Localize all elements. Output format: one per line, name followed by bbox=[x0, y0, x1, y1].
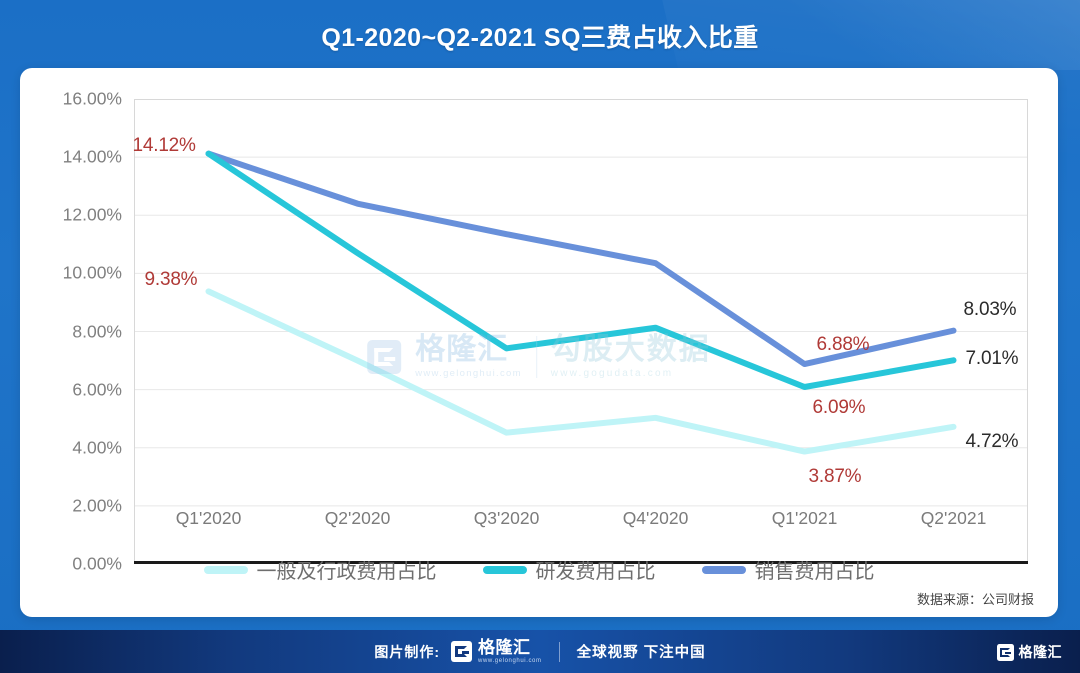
line-chart-svg bbox=[134, 99, 1028, 564]
y-axis-tick-label: 16.00% bbox=[62, 88, 122, 109]
y-axis-tick-label: 8.00% bbox=[72, 321, 122, 341]
legend-label: 销售费用占比 bbox=[754, 561, 875, 583]
data-point-label: 6.09% bbox=[812, 397, 866, 418]
y-axis-tick-label: 2.00% bbox=[72, 495, 122, 516]
source-note: 数据来源：公司财报 bbox=[916, 592, 1034, 607]
gelonghui-logo-icon bbox=[451, 641, 473, 662]
x-axis-tick-label: Q4'2020 bbox=[622, 508, 689, 528]
y-axis-tick-label: 10.00% bbox=[62, 262, 122, 283]
legend-item[interactable]: 研发费用占比 bbox=[482, 555, 656, 584]
data-point-label: 3.87% bbox=[808, 465, 862, 487]
x-axis-tick-label: Q2'2020 bbox=[324, 508, 391, 528]
y-axis-tick-label: 14.00% bbox=[62, 146, 122, 167]
legend-item[interactable]: 销售费用占比 bbox=[701, 555, 875, 584]
footer-brand: 格隆汇 bbox=[478, 638, 531, 657]
x-axis-labels: Q1'2020 Q2'2020 Q3'2020 Q4'2020 Q1'2021 Q2'20… bbox=[134, 508, 1028, 548]
data-point-label: 7.01% bbox=[965, 348, 1019, 370]
x-axis-tick-label: Q1'2020 bbox=[175, 508, 242, 528]
series-line bbox=[205, 150, 957, 368]
data-point-label: 9.38% bbox=[144, 269, 198, 291]
legend-label: 研发费用占比 bbox=[535, 561, 656, 583]
footer-divider bbox=[558, 641, 560, 662]
data-point-label: 14.12% bbox=[132, 134, 196, 156]
y-axis-tick-label: 4.00% bbox=[72, 437, 122, 458]
legend-color-swatch bbox=[482, 565, 527, 574]
y-axis-tick-label: 0.00% bbox=[72, 553, 122, 574]
legend-color-swatch bbox=[701, 565, 746, 574]
y-axis-tick-label: 12.00% bbox=[62, 204, 122, 225]
footer-logo: 格隆汇 www.gelonghui.com bbox=[451, 639, 542, 664]
data-point-label: 8.03% bbox=[963, 298, 1017, 320]
series-line bbox=[205, 150, 957, 391]
chart-legend: 一般及行政费用占比 研发费用占比 销售费用占比 bbox=[20, 555, 1058, 584]
legend-label: 一般及行政费用占比 bbox=[256, 561, 437, 583]
legend-color-swatch bbox=[203, 565, 248, 574]
data-point-label: 6.88% bbox=[816, 334, 870, 356]
footer-corner-logo: 格隆汇 bbox=[996, 642, 1063, 662]
footer-slogan: 全球视野 下注中国 bbox=[576, 645, 706, 661]
data-point-label: 4.72% bbox=[965, 430, 1019, 452]
page-title: Q1-2020~Q2-2021 SQ三费占收入比重 bbox=[321, 24, 759, 52]
x-axis-tick-label: Q3'2020 bbox=[473, 508, 540, 528]
footer-corner-brand: 格隆汇 bbox=[1018, 644, 1062, 660]
y-axis-labels: 0.00% 2.00% 4.00% 6.00% 8.00% 10.00% 12.00% 14.… bbox=[20, 68, 130, 617]
chart-card: 0.00% 2.00% 4.00% 6.00% 8.00% 10.00% 12.00% 14.… bbox=[20, 68, 1058, 617]
legend-item[interactable]: 一般及行政费用占比 bbox=[203, 555, 437, 584]
footer-credit-label: 图片制作: bbox=[374, 643, 441, 660]
footer-brand-url: www.gelonghui.com bbox=[478, 658, 542, 664]
y-axis-tick-label: 6.00% bbox=[72, 379, 122, 400]
x-axis-tick-label: Q2'2021 bbox=[920, 508, 987, 528]
plot-area: 14.12% 9.38% 6.88% 6.09% 3.87% 8.03% 7.01% 4.72… bbox=[132, 99, 1028, 564]
series-line bbox=[205, 288, 957, 455]
footer-bar: 图片制作: 格隆汇 www.gelonghui.com 全球视野 下注中国 格隆… bbox=[0, 630, 1080, 673]
gelonghui-logo-icon bbox=[996, 643, 1014, 661]
x-axis-tick-label: Q1'2021 bbox=[771, 508, 838, 528]
